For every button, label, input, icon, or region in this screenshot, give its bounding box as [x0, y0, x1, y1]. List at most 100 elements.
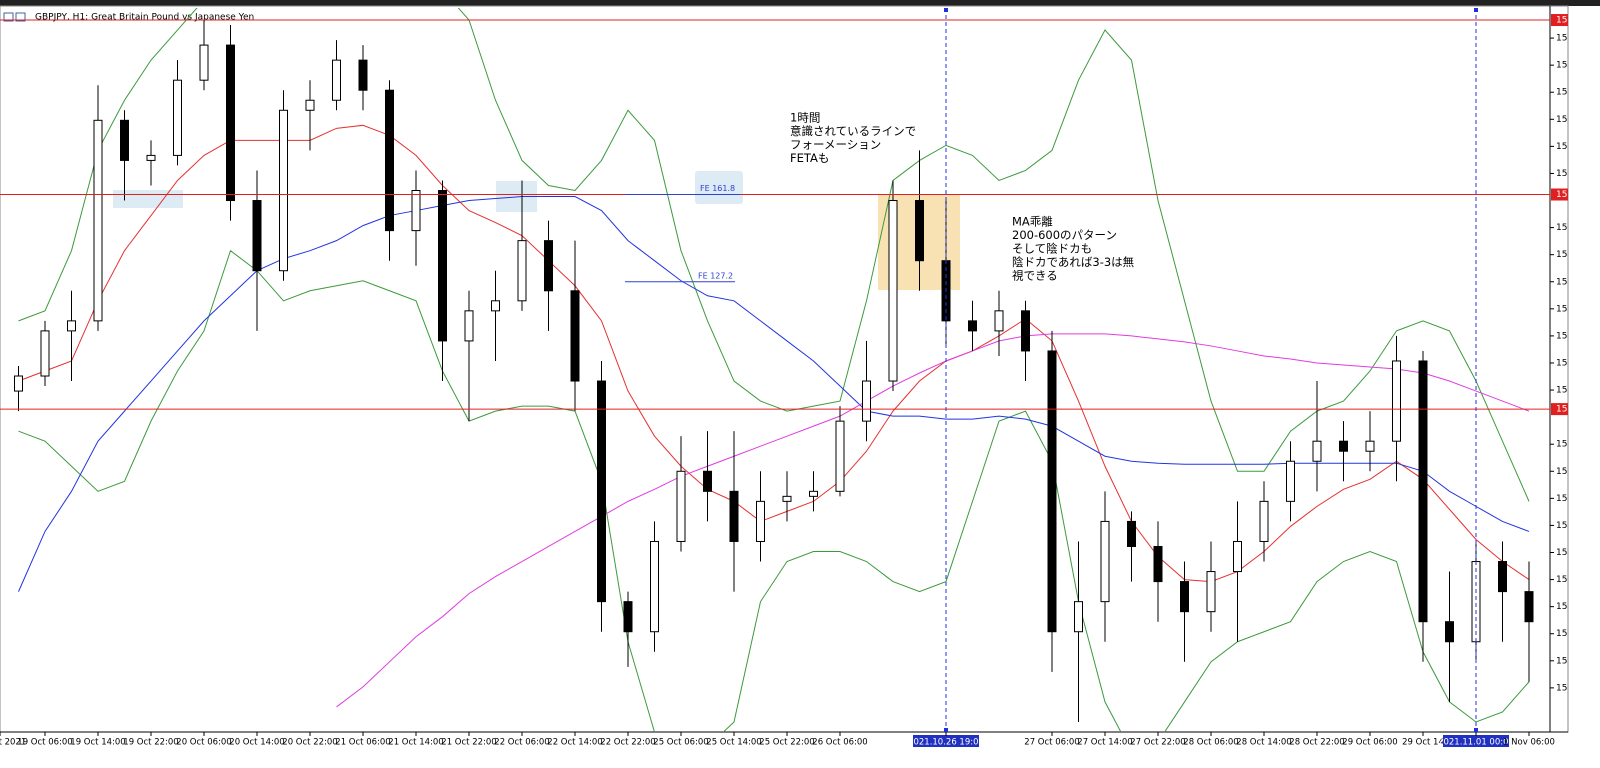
y-tick-label: 15 — [1556, 575, 1567, 585]
candle-body — [1233, 540, 1242, 573]
candle-body — [40, 330, 50, 377]
candle-body — [968, 320, 977, 332]
candle-body — [173, 79, 182, 156]
candle-body — [120, 119, 129, 161]
candle-body — [1524, 591, 1534, 623]
x-tick-label: 22 Oct 22:00 — [600, 738, 655, 748]
annotation: そして陰ドカも — [1012, 242, 1092, 256]
y-tick-label: 15 — [1556, 494, 1567, 504]
highlight-box — [113, 190, 183, 208]
candle-body — [305, 99, 315, 111]
y-tick-label: 15 — [1556, 358, 1567, 368]
x-tick-label: 19 Oct 06:00 — [17, 738, 72, 748]
vertical-line-handle — [944, 8, 948, 12]
candle-body — [703, 470, 712, 492]
candle-body — [1286, 460, 1295, 502]
candle-body — [1180, 581, 1189, 613]
y-tick-label: 15 — [1556, 61, 1567, 71]
x-tick-label: 25 Oct 14:00 — [706, 738, 761, 748]
x-tick-label: 19 Oct 14:00 — [70, 738, 125, 748]
y-tick-label: 15 — [1556, 331, 1567, 341]
candle-body — [358, 59, 368, 91]
candle-body — [146, 154, 156, 161]
price-flag-label: 15 — [1556, 405, 1567, 415]
candle-body — [1021, 310, 1030, 352]
plot-area — [0, 5, 1569, 733]
fib-label: FE 127.2 — [698, 271, 733, 280]
candle-body — [93, 119, 103, 322]
x-tick-label: 27 Oct 14:00 — [1077, 738, 1132, 748]
highlight-box — [695, 171, 743, 204]
chart-title: GBPJPY, H1: Great Britain Pound vs Japan… — [35, 13, 254, 23]
x-tick-label: 26 Oct 06:00 — [812, 738, 867, 748]
y-tick-label: 15 — [1556, 277, 1567, 287]
candle-body — [517, 240, 527, 302]
price-flag-label: 15 — [1556, 190, 1567, 200]
annotation: 1時間 — [790, 111, 820, 125]
y-tick-label: 15 — [1556, 250, 1567, 260]
candle-body — [862, 380, 871, 422]
vertical-line-handle — [944, 728, 948, 732]
x-tick-label: 28 Oct 22:00 — [1289, 738, 1344, 748]
candle-body — [438, 190, 447, 342]
y-tick-label: 15 — [1556, 115, 1567, 125]
y-tick-label: 15 — [1556, 169, 1567, 179]
price-flag-label: 15 — [1556, 16, 1567, 26]
x-tick-label: 28 Oct 06:00 — [1183, 738, 1238, 748]
y-tick-label: 15 — [1556, 142, 1567, 152]
x-label-highlight — [1443, 735, 1509, 747]
candle-body — [809, 490, 818, 497]
x-tick-label: 20 Oct 22:00 — [282, 738, 337, 748]
candle-body — [597, 380, 606, 603]
candle-body — [650, 540, 659, 633]
candle-body — [1312, 440, 1322, 462]
candle-body — [1047, 350, 1057, 633]
title-icons — [3, 12, 26, 22]
candle-body — [729, 490, 739, 542]
y-tick-label: 15 — [1556, 683, 1567, 693]
fib-label: FE 161.8 — [700, 184, 735, 193]
plot-layer — [14, 8, 1534, 732]
x-tick-label: 1 Nov 06:00 — [1503, 738, 1555, 748]
x-tick-label: 18 Oct 2021 — [0, 738, 26, 748]
candle-body — [544, 240, 553, 292]
vertical-line-handle — [1474, 8, 1478, 12]
indicator-line — [18, 249, 1530, 732]
candle-body — [1153, 545, 1163, 583]
y-tick-label: 15 — [1556, 223, 1567, 233]
candle-body — [782, 495, 792, 502]
x-tick-label: 29 Oct 06:00 — [1342, 738, 1397, 748]
x-tick-label: 22 Oct 06:00 — [494, 738, 549, 748]
candle-body — [199, 44, 209, 81]
annotation: FETAも — [790, 151, 829, 165]
candle-body — [1127, 520, 1136, 547]
candle-body — [1259, 500, 1269, 542]
y-tick-label: 15 — [1556, 440, 1567, 450]
y-tick-label: 15 — [1556, 629, 1567, 639]
candle-body — [1418, 360, 1428, 623]
y-tick-label: 15 — [1556, 548, 1567, 558]
x-tick-label: 29 Oct 14 — [1402, 738, 1444, 748]
annotation: 200-600のパターン — [1012, 228, 1117, 242]
annotation: 陰ドカであれば3-3は無 — [1012, 255, 1135, 269]
x-tick-label: 27 Oct 06:00 — [1024, 738, 1079, 748]
candle-body — [1445, 621, 1454, 643]
candle-body — [1471, 561, 1481, 643]
indicator-line — [18, 196, 1530, 592]
candle-body — [1498, 561, 1507, 593]
price-flag — [1551, 403, 1568, 416]
x-tick-label: 27 Oct 22:00 — [1130, 738, 1185, 748]
candle-body — [1100, 520, 1110, 603]
candle-body — [676, 470, 686, 542]
candle-body — [411, 190, 421, 232]
candle-body — [756, 500, 765, 542]
indicator-line — [18, 8, 1530, 502]
vertical-line-handle — [1474, 728, 1478, 732]
candle-body — [1074, 601, 1083, 633]
candle-body — [385, 89, 394, 232]
x-tick-label: 21 Oct 14:00 — [388, 738, 443, 748]
annotation: 意識されているラインで — [790, 124, 916, 138]
y-tick-label: 15 — [1556, 467, 1567, 477]
x-tick-label: 20 Oct 14:00 — [229, 738, 284, 748]
